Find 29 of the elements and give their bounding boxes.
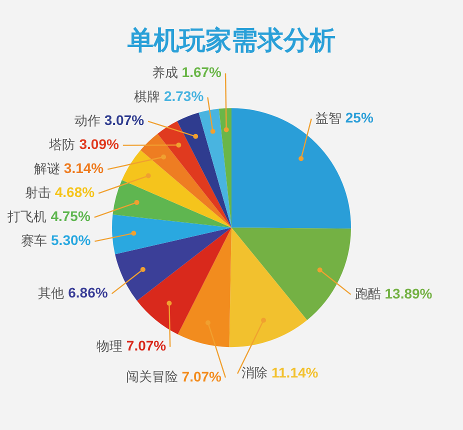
data-label: 25% (345, 110, 374, 126)
data-label: 7.07% (182, 368, 222, 384)
data-label: 13.89% (384, 285, 433, 302)
chart-title: 单机玩家需求分析 (126, 24, 336, 55)
data-label: 6.86% (68, 284, 108, 301)
data-label: 11.14% (272, 364, 319, 380)
data-label: 3.09% (79, 136, 120, 152)
slice-label: 物理 (96, 338, 122, 354)
data-label: 3.07% (104, 112, 145, 128)
slice-label: 棋牌 (134, 88, 160, 104)
slice-label: 塔防 (48, 136, 76, 152)
data-label: 3.14% (64, 160, 104, 176)
slice-label: 其他 (38, 285, 64, 300)
data-label: 4.75% (50, 208, 91, 224)
data-label: 4.68% (54, 184, 96, 200)
data-label: 5.30% (51, 232, 92, 248)
slice-label: 射击 (24, 184, 51, 200)
slice-label: 跑酷 (354, 286, 381, 301)
slice-label: 动作 (74, 112, 100, 128)
slice-label: 闯关冒险 (126, 369, 178, 384)
data-label: 2.73% (164, 88, 204, 104)
slice-label: 养成 (152, 64, 178, 80)
slice-label: 赛车 (21, 232, 48, 248)
slice-label: 解谜 (34, 160, 60, 176)
data-label: 1.67% (182, 64, 222, 80)
slice-label: 消除 (242, 365, 268, 380)
slice-label: 打飞机 (6, 208, 47, 224)
slice-label: 益智 (315, 110, 342, 126)
data-label: 7.07% (126, 338, 167, 354)
